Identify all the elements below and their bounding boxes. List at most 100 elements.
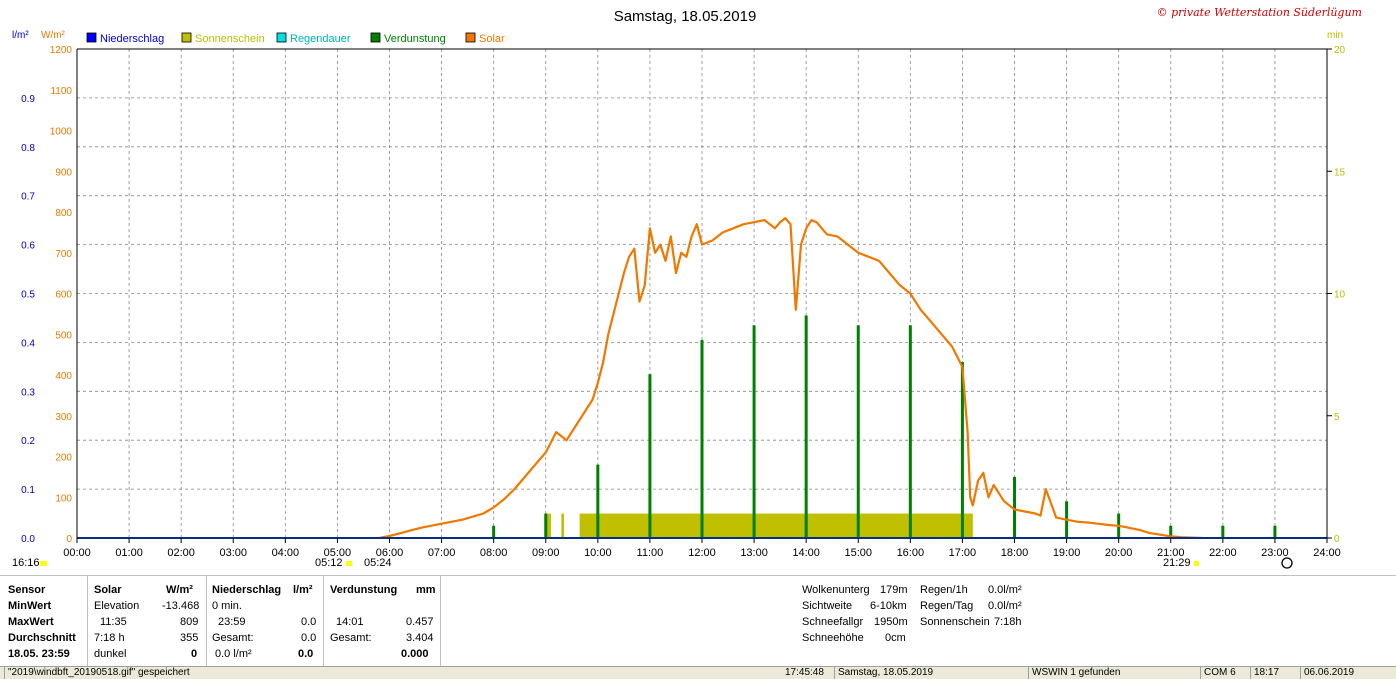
verdunstung-bar-9 bbox=[960, 361, 964, 538]
weather-label-1: Sichtweite bbox=[802, 600, 853, 612]
y-left-tick-7: 0.7 bbox=[21, 192, 35, 203]
x-tick-13: 13:00 bbox=[740, 547, 768, 559]
x-tick-23: 23:00 bbox=[1261, 547, 1289, 559]
legend-label-1: Sonnenschein bbox=[195, 33, 265, 45]
verdunstung-bar-0 bbox=[492, 525, 496, 538]
solar-current-label: dunkel bbox=[94, 648, 127, 660]
y-solar-tick-8: 800 bbox=[55, 208, 72, 219]
sonnenschein-bars bbox=[545, 513, 973, 538]
y-right-tick-0: 0 bbox=[1334, 534, 1340, 545]
solar-max-value: 809 bbox=[180, 616, 199, 628]
status-today: 06.06.2019 bbox=[1300, 667, 1396, 679]
solar-line bbox=[378, 217, 1203, 540]
nieder-total-value: 0.0 bbox=[301, 632, 317, 644]
y-solar-tick-11: 1100 bbox=[50, 86, 72, 97]
verd-total-value: 3.404 bbox=[406, 632, 434, 644]
rain-value-1: 0.0l/m² bbox=[988, 600, 1022, 612]
legend-label-3: Verdunstung bbox=[384, 33, 446, 45]
legend-swatch-2 bbox=[276, 32, 287, 43]
x-tick-9: 09:00 bbox=[532, 547, 560, 559]
status-clock: 18:17 bbox=[1250, 667, 1300, 679]
weather-value-3: 0cm bbox=[885, 632, 906, 644]
verdunstung-bar-5 bbox=[752, 325, 756, 538]
y-solar-tick-4: 400 bbox=[55, 371, 72, 382]
x-tick-0: 00:00 bbox=[63, 547, 91, 559]
y-left-unit: l/m² bbox=[12, 30, 29, 41]
verdunstung-bar-14 bbox=[1221, 525, 1225, 538]
legend-swatch-0 bbox=[86, 32, 97, 43]
weather-value-1: 6-10km bbox=[870, 600, 907, 612]
verdunstung-bar-8 bbox=[908, 325, 912, 538]
solar-min-label: Elevation bbox=[94, 600, 140, 612]
nieder-max-time: 23:59 bbox=[218, 616, 246, 628]
x-tick-2: 02:00 bbox=[167, 547, 195, 559]
verdunstung-bar-7 bbox=[856, 325, 860, 538]
x-tick-11: 11:00 bbox=[637, 547, 664, 559]
rain-label-2: Sonnenschein bbox=[920, 616, 990, 628]
y-solar-tick-5: 500 bbox=[55, 330, 72, 341]
weather-label-3: Schneehöhe bbox=[802, 632, 864, 644]
x-tick-8: 08:00 bbox=[480, 547, 508, 559]
verd-unit: mm bbox=[416, 584, 436, 596]
x-tick-14: 14:00 bbox=[792, 547, 820, 559]
x-tick-5: 05:00 bbox=[324, 547, 352, 559]
moon-icon bbox=[1281, 557, 1293, 569]
verdunstung-bar-15 bbox=[1273, 525, 1277, 538]
annotation-left-bottom: 16:16 bbox=[12, 557, 40, 569]
solar-current-value: 0 bbox=[191, 648, 198, 660]
verd-header: Verdunstung bbox=[330, 584, 398, 596]
x-tick-20: 20:00 bbox=[1105, 547, 1133, 559]
verdunstung-bars bbox=[492, 315, 1277, 538]
x-tick-15: 15:00 bbox=[844, 547, 872, 559]
sun-marker-left bbox=[40, 561, 47, 566]
annotation-sunset: 21:29 bbox=[1163, 557, 1191, 569]
tick-labels: 00:00 01:00 02:00 03:00 04:00 05:00 06:00 07:00… bbox=[21, 45, 1345, 559]
sonnenschein-bar-1 bbox=[561, 513, 564, 538]
y-left-tick-1: 0.1 bbox=[21, 485, 35, 496]
y-left-tick-3: 0.3 bbox=[21, 387, 35, 398]
y-solar-unit: W/m² bbox=[41, 30, 66, 41]
y-solar-tick-10: 1000 bbox=[50, 127, 73, 138]
legend-swatch-1 bbox=[181, 32, 192, 43]
x-tick-12: 12:00 bbox=[688, 547, 716, 559]
verdunstung-bar-13 bbox=[1169, 525, 1173, 538]
verd-current-value: 0.000 bbox=[401, 648, 429, 660]
x-tick-19: 19:00 bbox=[1053, 547, 1081, 559]
solar-avg-value: 355 bbox=[180, 632, 199, 644]
y-left-tick-4: 0.4 bbox=[21, 338, 35, 349]
y-right-tick-3: 15 bbox=[1334, 167, 1346, 178]
verd-max-time: 14:01 bbox=[336, 616, 364, 628]
solar-header: Solar bbox=[94, 584, 122, 596]
weather-value-2: 1950m bbox=[874, 616, 908, 628]
rain-value-0: 0.0l/m² bbox=[988, 584, 1022, 596]
x-tick-6: 06:00 bbox=[376, 547, 404, 559]
verdunstung-bar-2 bbox=[596, 464, 600, 538]
weather-label-2: Schneefallgr bbox=[802, 616, 864, 628]
sensor-header: Sensor bbox=[8, 584, 46, 596]
status-com: COM 6 bbox=[1200, 667, 1250, 679]
legend-label-0: Niederschlag bbox=[100, 33, 164, 45]
nieder-header: Niederschlag bbox=[212, 584, 282, 596]
y-left-tick-0: 0.0 bbox=[21, 534, 35, 545]
y-solar-tick-6: 600 bbox=[55, 290, 72, 301]
avg-label: Durchschnitt bbox=[8, 632, 76, 644]
y-right-unit: min bbox=[1327, 30, 1343, 41]
watermark: © private Wetterstation Süderlügum bbox=[1157, 6, 1362, 19]
x-tick-24: 24:00 bbox=[1313, 547, 1341, 559]
x-tick-7: 07:00 bbox=[428, 547, 456, 559]
nieder-max-value: 0.0 bbox=[301, 616, 317, 628]
legend-label-2: Regendauer bbox=[290, 33, 351, 45]
y-solar-tick-12: 1200 bbox=[50, 45, 73, 56]
x-tick-4: 04:00 bbox=[272, 547, 300, 559]
y-solar-tick-1: 100 bbox=[55, 493, 72, 504]
weather-value-0: 179m bbox=[880, 584, 908, 596]
verdunstung-bar-1 bbox=[544, 513, 548, 538]
y-left-tick-5: 0.5 bbox=[21, 290, 35, 301]
sunset-marker bbox=[1194, 561, 1199, 566]
y-right-tick-1: 5 bbox=[1334, 412, 1340, 423]
x-tick-17: 17:00 bbox=[949, 547, 977, 559]
y-left-tick-2: 0.2 bbox=[21, 436, 35, 447]
x-tick-21: 21:00 bbox=[1157, 547, 1185, 559]
nieder-unit: l/m² bbox=[293, 584, 313, 596]
verd-total-label: Gesamt: bbox=[330, 632, 372, 644]
